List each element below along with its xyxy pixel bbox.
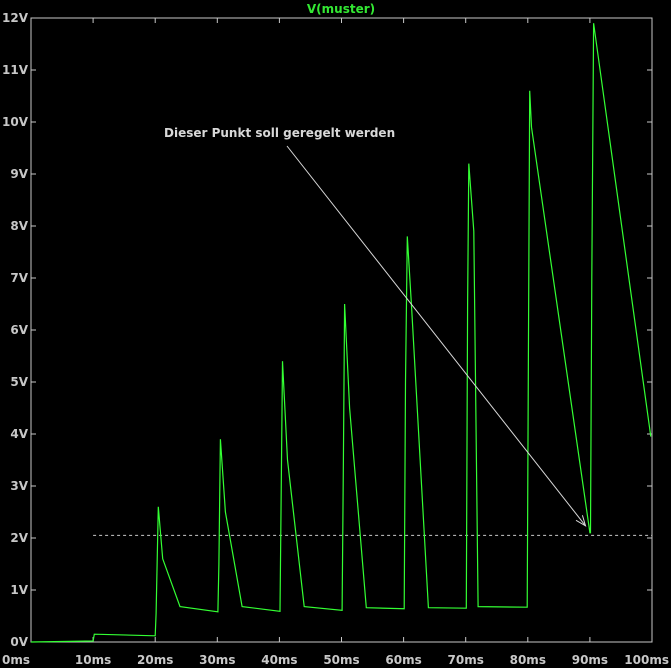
y-tick-label: 3V [10, 479, 28, 493]
annotation-layer: Dieser Punkt soll geregelt werden [164, 126, 587, 527]
x-tick-label: 30ms [199, 653, 235, 667]
y-tick-label: 8V [10, 219, 28, 233]
x-tick-label: 80ms [510, 653, 546, 667]
x-tick-label: 100ms [624, 653, 669, 667]
annotation-label: Dieser Punkt soll geregelt werden [164, 126, 395, 140]
annotation-arrow-line [286, 145, 586, 527]
x-tick-label: 40ms [261, 653, 297, 667]
x-tick-label: 60ms [385, 653, 421, 667]
y-tick-label: 1V [10, 583, 28, 597]
y-tick-label: 6V [10, 323, 28, 337]
y-tick-label: 4V [10, 427, 28, 441]
series-line [30, 23, 652, 643]
y-tick-label: 9V [10, 167, 28, 181]
axes: 0V 1V 2V 3V 4V 5V 6V 7V 8V 9V 10V 11V 12V 0ms 10ms 20ms… [2, 11, 669, 667]
x-tick-label: 70ms [448, 653, 484, 667]
x-tick-label: 10ms [75, 653, 111, 667]
y-tick-label: 11V [2, 63, 29, 77]
y-tick-label: 5V [10, 375, 28, 389]
y-tick-label: 0V [10, 635, 28, 649]
y-tick-label: 2V [10, 531, 28, 545]
y-tick-label: 12V [2, 11, 29, 25]
x-tick-label: 0ms [2, 653, 30, 667]
x-tick-label: 20ms [137, 653, 173, 667]
series-layer [30, 23, 652, 643]
plot-frame [30, 17, 653, 643]
x-tick-label: 50ms [323, 653, 359, 667]
annotation-arrow-head [575, 515, 587, 527]
y-tick-label: 7V [10, 271, 28, 285]
y-tick-label: 10V [2, 115, 29, 129]
chart-title: V(muster) [307, 2, 375, 16]
x-tick-label: 90ms [572, 653, 608, 667]
